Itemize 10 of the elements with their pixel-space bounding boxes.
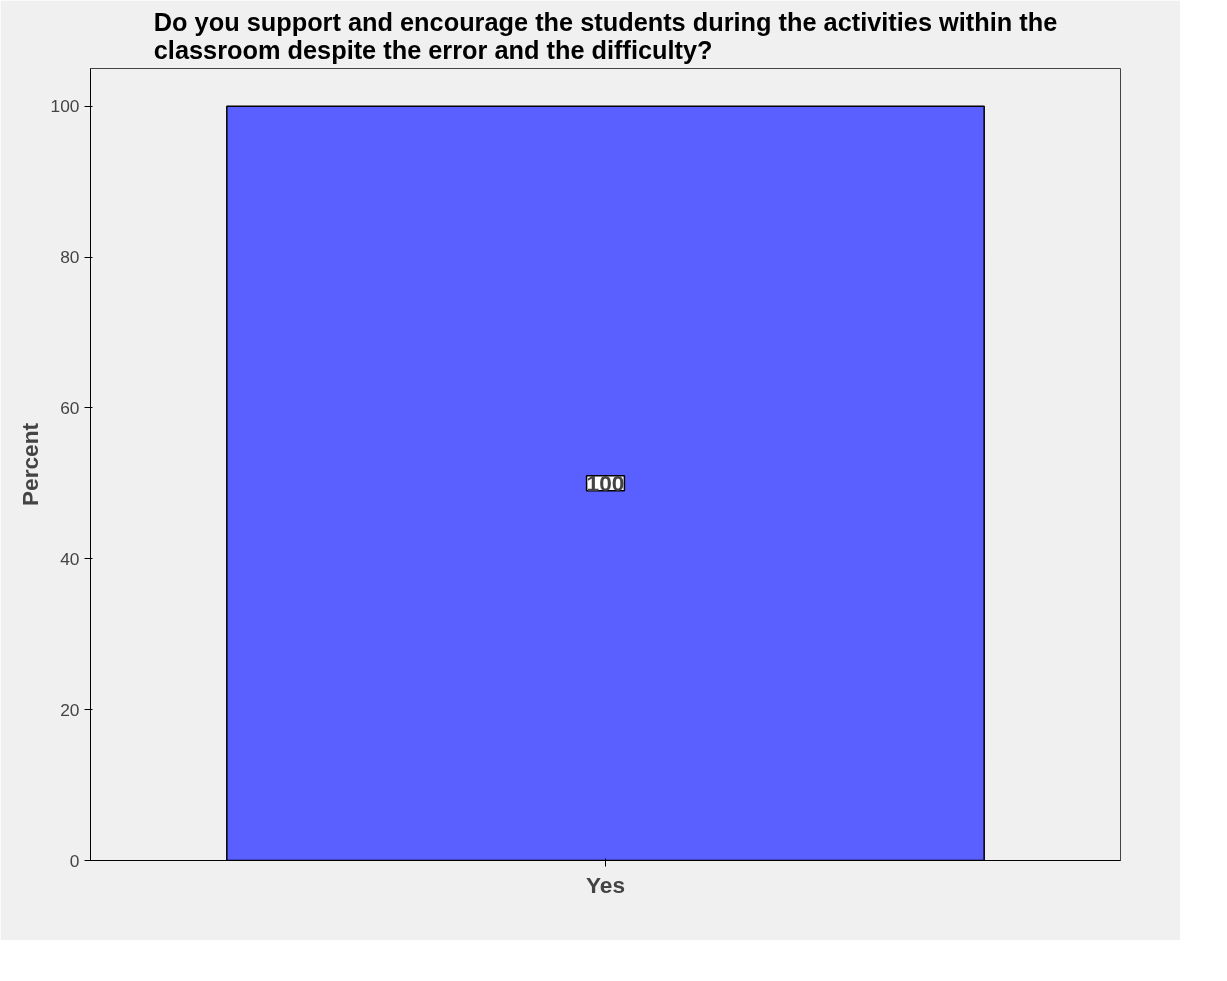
y-axis-title: Percent: [16, 422, 43, 507]
y-tick-label: 60: [60, 397, 80, 418]
y-tick-label: 100: [50, 96, 80, 117]
x-tick-label: Yes: [585, 871, 626, 898]
y-tick-label: 20: [60, 699, 80, 720]
chart-title: Do you support and encourage the students during the activities within the classroom despite the error and the difficulty?: [153, 7, 1058, 64]
data-label: 100: [586, 469, 625, 496]
y-tick-label: 40: [60, 548, 80, 569]
y-tick-label: 80: [60, 247, 80, 268]
y-tick-label: 0: [69, 850, 80, 871]
